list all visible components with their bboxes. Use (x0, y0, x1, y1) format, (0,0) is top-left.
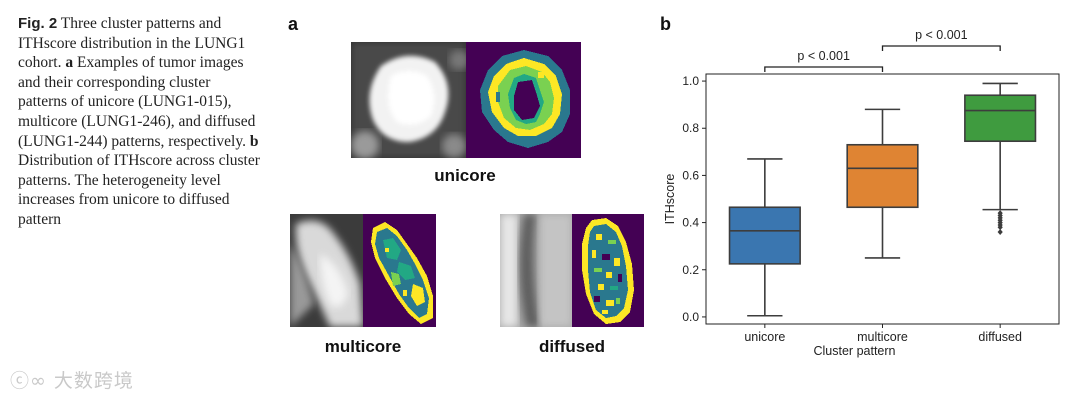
box-unicore (728, 206, 801, 265)
watermark-text: 大数跨境 (53, 370, 134, 392)
unicore-cluster-map (466, 42, 581, 158)
caption-text-b: Distribution of ITHscore across cluster … (18, 152, 260, 228)
significance-bracket (764, 66, 884, 72)
y-tick-label: 0.8 (682, 121, 699, 135)
multicore-cluster-map (363, 214, 436, 327)
box-multicore (846, 143, 919, 209)
figure-number: Fig. 2 (18, 15, 58, 32)
y-tick-label: 0.6 (682, 168, 699, 182)
ithscore-boxplot: 0.0 0.2 0.4 0.6 0.8 1.0 unicore multicore diffus… (665, 28, 1060, 358)
significance-label: p < 0.001 (797, 49, 850, 63)
caption-text-a: Examples of tumor images and their corre… (18, 54, 256, 150)
diffused-ct-image (500, 214, 572, 327)
multicore-label: multicore (324, 337, 402, 356)
panel-b-letter: b (660, 14, 671, 34)
x-tick-label: multicore (857, 330, 908, 344)
box-diffused (964, 94, 1037, 143)
significance-label: p < 0.001 (915, 28, 968, 42)
significance-bracket (881, 45, 1001, 51)
figure-title: Three cluster patterns and ITHscore dist… (18, 15, 246, 72)
x-axis-label: Cluster pattern (814, 344, 896, 358)
multicore-ct-image (290, 214, 363, 327)
caption-letter-a: a (65, 54, 74, 72)
x-tick-label: unicore (744, 330, 785, 344)
outlier-diffused (997, 229, 1003, 236)
y-tick-label: 1.0 (682, 74, 699, 88)
watermark-logo-icon: ⓒ∞ (10, 370, 47, 392)
panel-a-letter: a (288, 14, 299, 34)
diffused-cluster-map (572, 214, 644, 327)
y-axis-label: ITHscore (665, 174, 677, 225)
watermark: ⓒ∞ 大数跨境 (10, 366, 134, 393)
x-tick-label: diffused (978, 330, 1022, 344)
diffused-label: diffused (538, 337, 606, 356)
unicore-label: unicore (434, 166, 496, 185)
y-tick-label: 0.2 (682, 263, 699, 277)
y-tick-label: 0.0 (682, 310, 699, 324)
unicore-ct-image (351, 42, 466, 158)
outlier-diffused (997, 224, 1003, 231)
y-tick-label: 0.4 (682, 216, 699, 230)
caption-letter-b: b (249, 132, 259, 150)
figure-caption: Fig. 2 Three cluster patterns and ITHsco… (18, 14, 263, 230)
